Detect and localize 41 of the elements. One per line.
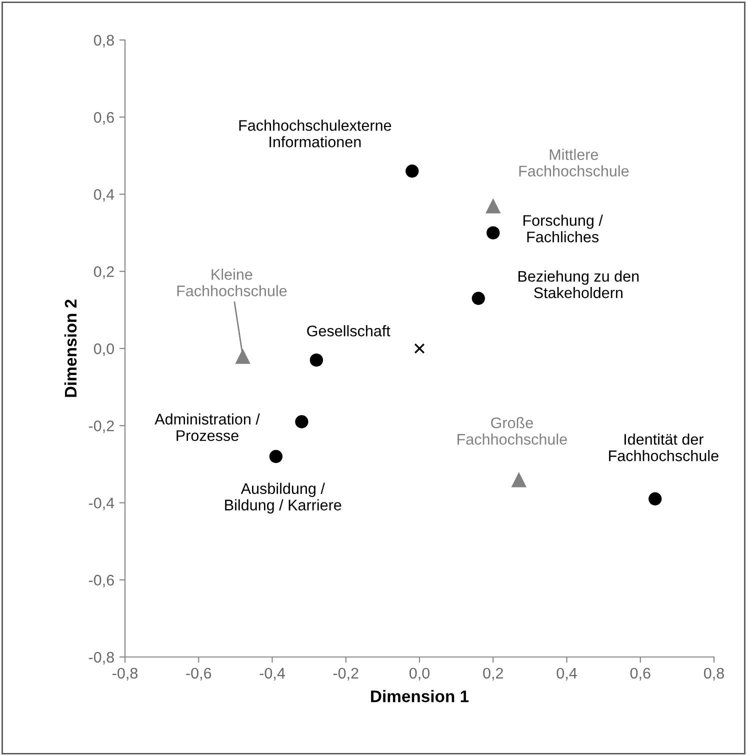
- y-tick-label: 0,0: [94, 343, 114, 356]
- annotation: Forschung / Fachliches: [523, 214, 603, 242]
- x-tick-label: 0,0: [409, 668, 430, 680]
- annotation: Administration / Prozesse: [154, 413, 260, 442]
- y-tick-label: 0,4: [94, 189, 114, 202]
- point: [648, 492, 662, 506]
- y-tick-label: 0,6: [94, 112, 114, 125]
- y-tick-label: -0,6: [88, 574, 114, 588]
- y-tick-label: 0,8: [94, 34, 114, 48]
- annotation: Große Fachhochschule: [458, 417, 567, 445]
- x-tick-label: -0,6: [186, 668, 212, 680]
- annotation: Ausbildung / Bildung / Karriere: [225, 482, 342, 514]
- x-tick-label: 0,6: [630, 668, 650, 680]
- x-axis-title: Dimension 1: [371, 690, 469, 702]
- point: [472, 292, 485, 305]
- x-tick-label: 0,2: [483, 668, 503, 680]
- annotation: Fachhochschulexterne Informationen: [239, 120, 392, 148]
- annotation: Beziehung zu den Stakeholdern: [518, 270, 639, 298]
- annotation: Identität der Fachhochschule: [609, 434, 718, 462]
- point: [235, 348, 250, 364]
- point: [310, 353, 324, 367]
- x-tick-label: -0,8: [112, 668, 138, 680]
- point: [414, 343, 425, 354]
- x-tick-label: -0,2: [333, 668, 358, 680]
- y-axis-title: Dimension 2: [64, 300, 77, 397]
- y-tick-label: -0,8: [88, 652, 114, 664]
- annotation: Mittlere Fachhochschule: [519, 148, 629, 176]
- point: [486, 226, 500, 240]
- annotation: Gesellschaft: [307, 325, 390, 336]
- x-tick-label: -0,4: [260, 668, 285, 680]
- point: [269, 450, 283, 464]
- y-tick-label: 0,2: [94, 266, 114, 279]
- x-tick-label: 0,8: [704, 668, 724, 680]
- x-tick-label: 0,4: [556, 668, 577, 680]
- point: [406, 164, 419, 178]
- annotation: Kleine Fachhochschule: [177, 268, 287, 296]
- point: [295, 415, 308, 428]
- point: [486, 198, 501, 214]
- y-tick-label: -0,4: [88, 498, 114, 510]
- y-tick-label: -0,2: [88, 420, 114, 434]
- point: [511, 472, 526, 488]
